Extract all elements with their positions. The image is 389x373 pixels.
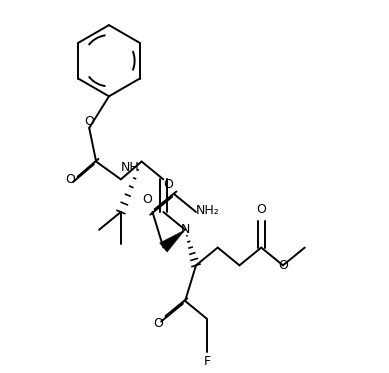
Text: N: N [180, 223, 190, 236]
Text: NH₂: NH₂ [196, 204, 220, 217]
Text: NH: NH [121, 162, 140, 175]
Text: O: O [163, 178, 173, 191]
Text: O: O [278, 259, 288, 272]
Text: O: O [65, 173, 75, 186]
Text: O: O [84, 115, 94, 128]
Text: F: F [203, 355, 210, 368]
Text: O: O [154, 317, 163, 330]
Text: O: O [143, 193, 152, 206]
Polygon shape [159, 230, 185, 252]
Text: O: O [256, 203, 266, 216]
